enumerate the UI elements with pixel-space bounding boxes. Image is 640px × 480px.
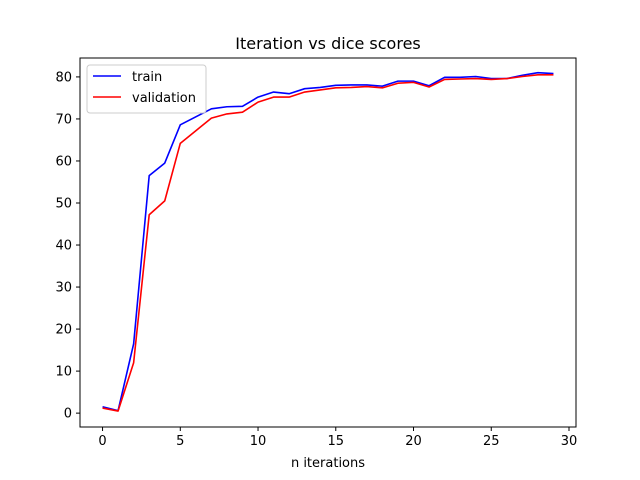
x-tick-label: 30	[561, 434, 578, 449]
y-tick-label: 10	[55, 365, 72, 380]
y-tick-label: 50	[55, 196, 72, 211]
y-axis-ticks: 0 10 20 30 40 50 60 70 80	[55, 70, 80, 422]
x-axis-label: n iterations	[291, 456, 365, 471]
x-axis-ticks: 0 5 10 15 20 25 30	[98, 427, 577, 449]
y-tick-label: 80	[55, 70, 72, 85]
x-tick-label: 5	[176, 434, 184, 449]
series-line-validation	[102, 74, 554, 412]
y-tick-label: 30	[55, 281, 72, 296]
y-tick-label: 20	[55, 323, 72, 338]
y-tick-label: 0	[64, 407, 72, 422]
x-tick-label: 0	[98, 434, 106, 449]
x-tick-label: 15	[328, 434, 345, 449]
legend: train validation	[86, 64, 207, 114]
series-lines	[102, 71, 554, 412]
x-tick-label: 25	[483, 434, 500, 449]
plot-frame	[79, 57, 577, 428]
legend-label-validation: validation	[132, 91, 196, 106]
legend-label-train: train	[132, 70, 162, 85]
y-tick-label: 40	[55, 239, 72, 254]
chart-title: Iteration vs dice scores	[235, 34, 421, 53]
x-tick-label: 20	[405, 434, 422, 449]
series-line-train	[102, 71, 554, 412]
x-tick-label: 10	[250, 434, 267, 449]
y-tick-label: 70	[55, 112, 72, 127]
y-tick-label: 60	[55, 154, 72, 169]
legend-box	[86, 64, 207, 114]
